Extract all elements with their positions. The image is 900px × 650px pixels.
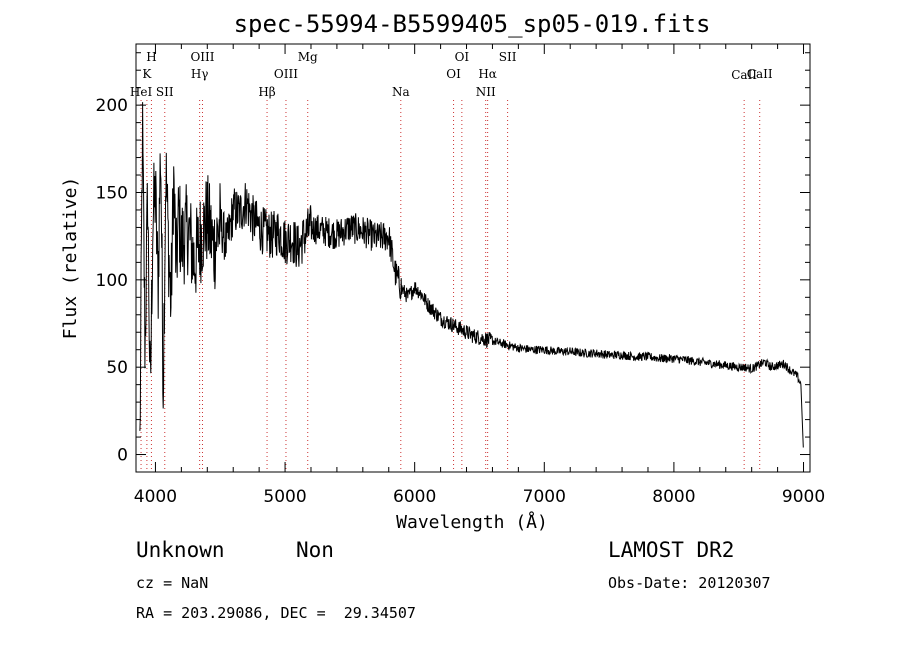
line-label-13: Hα (478, 67, 497, 81)
x-axis-label: Wavelength (Å) (396, 511, 548, 533)
line-label-9: Na (392, 85, 410, 99)
line-label-15: CaII (731, 68, 757, 82)
line-label-1: K (142, 67, 152, 81)
y-axis-label: Flux (relative) (60, 177, 81, 340)
spectral-class: Unknown (136, 538, 225, 562)
x-tick-label-0: 4000 (134, 487, 177, 507)
x-tick-label-3: 7000 (523, 487, 566, 507)
redshift-cz: cz = NaN (136, 574, 209, 592)
emission-line-markers: HeIKHSIIOIIIHγHβOIIIMgNaOIOINΙΙHαSIICaII… (130, 50, 773, 472)
line-label-16: CaII (747, 67, 773, 81)
x-tick-label-5: 9000 (782, 487, 825, 507)
survey-name: LAMOST DR2 (608, 538, 735, 562)
line-label-3: SII (156, 85, 174, 99)
line-label-0: HeI (130, 85, 153, 99)
y-tick-label-1: 50 (106, 358, 128, 378)
line-label-8: Mg (298, 50, 318, 64)
ra-dec: RA = 203.29086, DEC = 29.34507 (136, 604, 416, 622)
spectrum-chart: spec-55994-B5599405_sp05-019.fits HeI KH S… (60, 10, 825, 533)
line-label-2: H (146, 50, 156, 64)
line-label-10: OI (446, 67, 461, 81)
line-label-6: Hβ (258, 85, 275, 99)
y-tick-label-2: 100 (96, 271, 128, 291)
y-tick-label-3: 150 (96, 183, 128, 203)
line-label-14: SII (499, 50, 517, 64)
y-tick-label-0: 0 (117, 446, 128, 466)
x-tick-label-1: 5000 (263, 487, 306, 507)
observation-date: Obs-Date: 20120307 (608, 574, 771, 592)
line-label-11: OI (455, 50, 470, 64)
y-tick-label-4: 200 (96, 96, 128, 116)
line-label-4: OIII (190, 50, 214, 64)
x-tick-label-4: 8000 (652, 487, 695, 507)
spectrum-line (139, 102, 804, 448)
line-label-12: NΙΙ (476, 85, 496, 99)
x-tick-label-2: 6000 (393, 487, 436, 507)
line-label-5: Hγ (191, 67, 209, 81)
chart-title: spec-55994-B5599405_sp05-019.fits (234, 10, 711, 38)
line-label-7: OIII (274, 67, 298, 81)
axis-ticks: 4000 5000 6000 7000 8000 9000 0 50 100 150 200 (96, 44, 825, 507)
plot-frame (135, 43, 811, 473)
spectral-subclass: Non (296, 538, 334, 562)
